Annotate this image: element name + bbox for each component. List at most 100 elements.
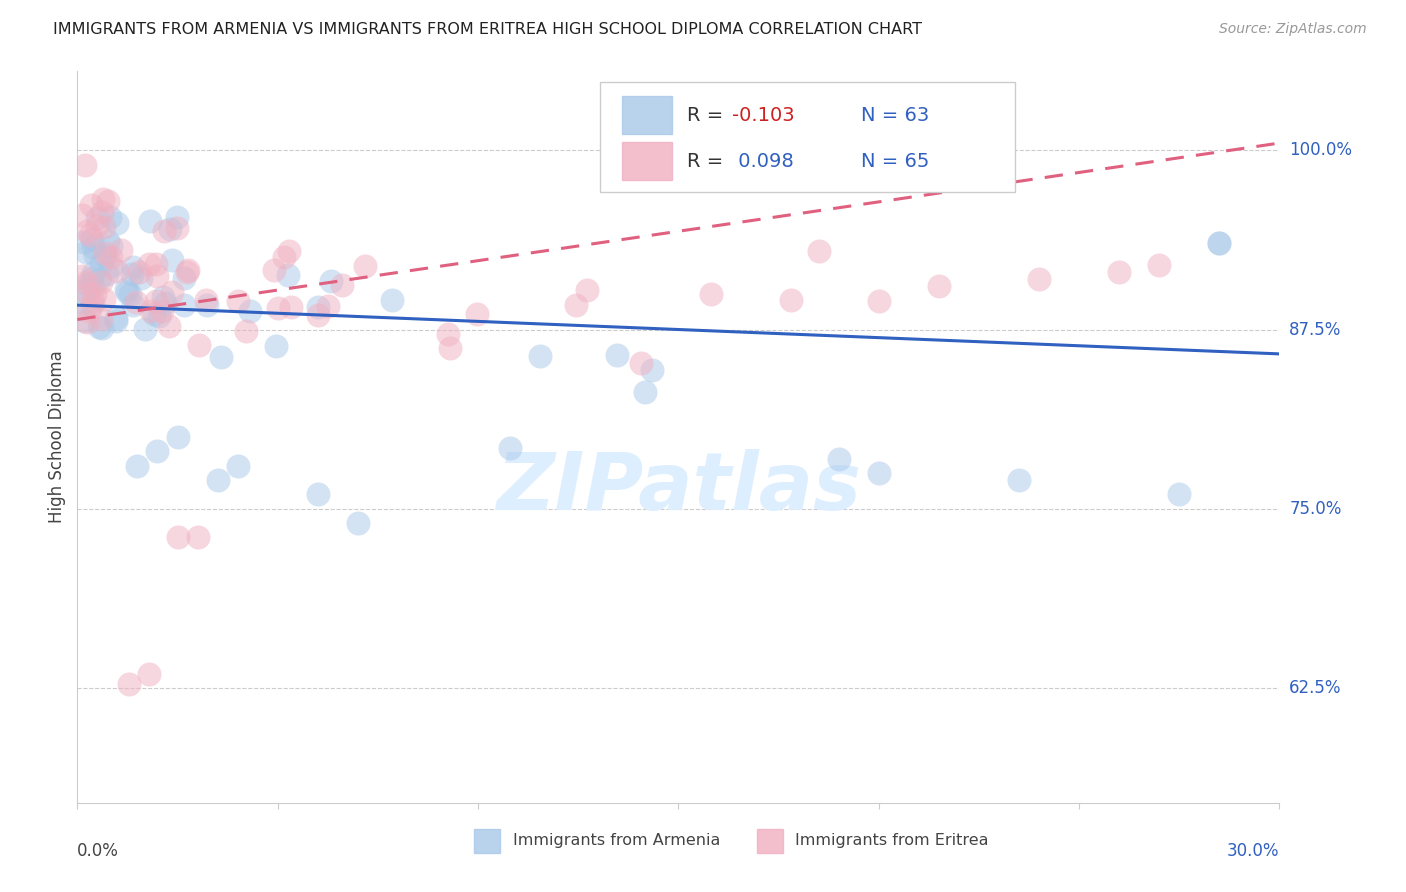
Point (86, 211, 108, 225)
Point (160, 253, 183, 268)
Point (1168, 487, 1191, 501)
Point (70, 208, 93, 222)
Point (76, 224, 98, 238)
Point (1108, 265, 1130, 279)
Point (90, 321, 112, 335)
Point (93, 293, 115, 307)
Point (150, 303, 173, 318)
Point (148, 310, 170, 324)
Point (267, 301, 290, 315)
Point (72, 284, 94, 298)
Point (91, 204, 114, 219)
Point (634, 384, 657, 399)
Point (115, 285, 138, 300)
Point (93, 220, 115, 235)
Point (105, 314, 128, 328)
Point (347, 516, 370, 530)
Point (94, 249, 117, 263)
Text: Immigrants from Armenia: Immigrants from Armenia (513, 833, 720, 848)
Point (868, 466, 890, 480)
Point (226, 458, 249, 473)
Bar (621, 96, 672, 135)
Text: ZIPatlas: ZIPatlas (496, 450, 860, 527)
Point (82, 293, 104, 308)
Point (307, 300, 329, 314)
Point (319, 274, 342, 288)
Point (82, 239, 104, 253)
Point (121, 267, 143, 281)
Text: 0.0%: 0.0% (77, 842, 120, 860)
Point (700, 286, 723, 301)
Point (75, 295, 97, 310)
Point (529, 349, 551, 363)
Text: N = 65: N = 65 (860, 152, 929, 171)
Point (115, 282, 138, 296)
Point (100, 259, 122, 273)
Point (134, 322, 156, 336)
Point (145, 293, 167, 308)
Point (273, 251, 295, 265)
Point (91, 192, 114, 206)
Point (465, 306, 488, 320)
Point (97, 194, 120, 208)
Text: -0.103: -0.103 (733, 106, 796, 125)
Point (630, 356, 652, 370)
Point (89, 272, 111, 286)
Point (166, 531, 188, 545)
Point (153, 295, 176, 310)
Point (97, 234, 120, 248)
Point (1208, 236, 1230, 251)
Text: R =: R = (686, 152, 730, 171)
Text: IMMIGRANTS FROM ARMENIA VS IMMIGRANTS FROM ERITREA HIGH SCHOOL DIPLOMA CORRELATI: IMMIGRANTS FROM ARMENIA VS IMMIGRANTS FR… (53, 22, 922, 37)
Point (84, 248, 107, 262)
Point (576, 283, 599, 297)
Point (98, 211, 121, 225)
FancyBboxPatch shape (600, 82, 1015, 192)
Point (75, 158, 97, 172)
Point (159, 222, 181, 236)
Point (828, 451, 851, 466)
Point (77, 304, 100, 318)
Point (1149, 258, 1171, 272)
Point (105, 216, 128, 230)
Text: 87.5%: 87.5% (1289, 320, 1341, 339)
Point (278, 244, 301, 258)
Point (79, 228, 101, 243)
Point (166, 430, 188, 444)
Bar (756, 830, 783, 853)
Point (90, 256, 112, 270)
Point (173, 270, 195, 285)
Point (235, 324, 257, 338)
Point (187, 338, 209, 352)
Point (499, 442, 522, 456)
Point (80, 270, 103, 285)
Point (82, 279, 104, 293)
Point (138, 257, 160, 271)
Point (143, 307, 166, 321)
Point (87, 319, 110, 334)
Point (82, 298, 104, 312)
Point (122, 298, 145, 312)
Point (105, 264, 128, 278)
Point (157, 318, 180, 333)
Point (353, 259, 375, 273)
Point (72, 314, 94, 328)
Point (94, 245, 117, 260)
Point (437, 327, 460, 342)
Point (166, 211, 188, 225)
Point (118, 677, 141, 691)
Point (239, 304, 262, 318)
Point (226, 293, 249, 308)
Point (145, 257, 167, 271)
Point (122, 260, 145, 274)
Point (76, 287, 98, 301)
Point (166, 220, 188, 235)
Point (307, 308, 329, 322)
Point (146, 444, 169, 458)
Point (80, 197, 103, 211)
Bar (474, 830, 501, 853)
Point (176, 265, 198, 279)
Point (186, 531, 209, 545)
Point (1008, 473, 1031, 487)
Point (318, 299, 340, 313)
